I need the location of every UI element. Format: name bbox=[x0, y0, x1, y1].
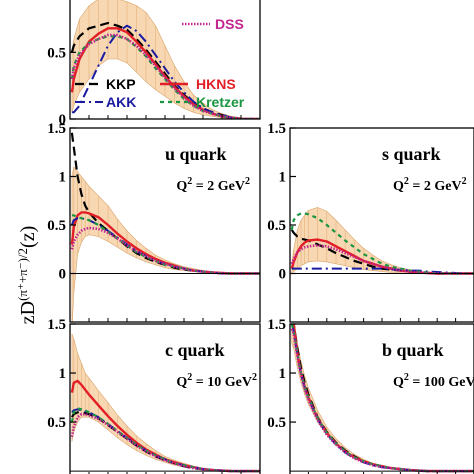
plot-area bbox=[290, 207, 474, 275]
y-tick-label: 1 bbox=[59, 170, 67, 186]
panel-u-quark: 0 0.5 1 1.5 u quark Q2 = 2 GeV2 bbox=[47, 121, 261, 323]
y-tick-label: 1 bbox=[279, 366, 287, 382]
series-line-akk bbox=[291, 267, 474, 275]
legend-label-kkp: KKP bbox=[106, 76, 136, 92]
y-tick-label: 1.5 bbox=[267, 121, 286, 137]
y-tick-label: 0.5 bbox=[267, 218, 286, 234]
panel-title: c quark bbox=[165, 340, 225, 360]
series-line-dss bbox=[70, 33, 260, 119]
panel-top-left: 0 0.5 DSS KKP HKNS AKK Kretzer bbox=[47, 0, 261, 128]
series-line-dss bbox=[70, 412, 260, 473]
y-tick-label: 0.5 bbox=[267, 415, 286, 431]
panel-title: u quark bbox=[165, 144, 227, 164]
y-tick-label: 1 bbox=[59, 366, 67, 382]
y-tick-label: 0.5 bbox=[47, 45, 66, 61]
panels-layer: 0 0.5 DSS KKP HKNS AKK Kretzer 0 0.5 1 1.5 u quark Q… bbox=[47, 0, 474, 474]
y-tick-label: 0.5 bbox=[47, 218, 66, 234]
y-tick-label: 0 bbox=[59, 112, 67, 128]
y-tick-label: 1.5 bbox=[267, 317, 286, 333]
panel-q2-label: Q2 = 2 GeV2 bbox=[393, 176, 467, 194]
y-tick-label: 1.5 bbox=[47, 317, 66, 333]
legend: DSS KKP HKNS AKK Kretzer bbox=[75, 16, 245, 110]
panel-frame bbox=[289, 323, 474, 474]
panel-q2-label: Q2 = 2 GeV2 bbox=[176, 176, 250, 194]
legend-label-dss: DSS bbox=[215, 16, 244, 32]
plot-area bbox=[70, 0, 260, 119]
panel-q2-label: Q2 = 100 GeV2 bbox=[393, 372, 474, 390]
legend-label-akk: AKK bbox=[106, 94, 136, 110]
y-tick-label: 0 bbox=[59, 267, 67, 283]
y-tick-label: 1 bbox=[279, 170, 287, 186]
uncertainty-band bbox=[291, 324, 474, 472]
panel-c-quark: 0.5 1 1.5 c quark Q2 = 10 GeV2 bbox=[47, 317, 261, 474]
panel-s-quark: 0 0.5 1 1.5 s quark Q2 = 2 GeV2 bbox=[267, 121, 474, 323]
series-line-kkp bbox=[70, 21, 260, 119]
legend-label-hkns: HKNS bbox=[196, 76, 236, 92]
panel-frame bbox=[69, 323, 261, 474]
panel-title: s quark bbox=[382, 144, 441, 164]
y-tick-label: 0.5 bbox=[47, 415, 66, 431]
plot-area bbox=[290, 324, 474, 473]
legend-label-kretzer: Kretzer bbox=[196, 94, 245, 110]
y-tick-label: 0 bbox=[279, 267, 287, 283]
y-tick-label: 1.5 bbox=[47, 121, 66, 137]
series-line-hkns bbox=[292, 324, 474, 473]
panel-b-quark: 0.5 1 1.5 b quark Q2 = 100 GeV2 bbox=[267, 317, 474, 474]
panel-q2-label: Q2 = 10 GeV2 bbox=[176, 372, 257, 390]
y-axis-label: zD(π⁺+π⁻)/2(z) bbox=[15, 226, 39, 324]
panel-title: b quark bbox=[382, 340, 444, 360]
